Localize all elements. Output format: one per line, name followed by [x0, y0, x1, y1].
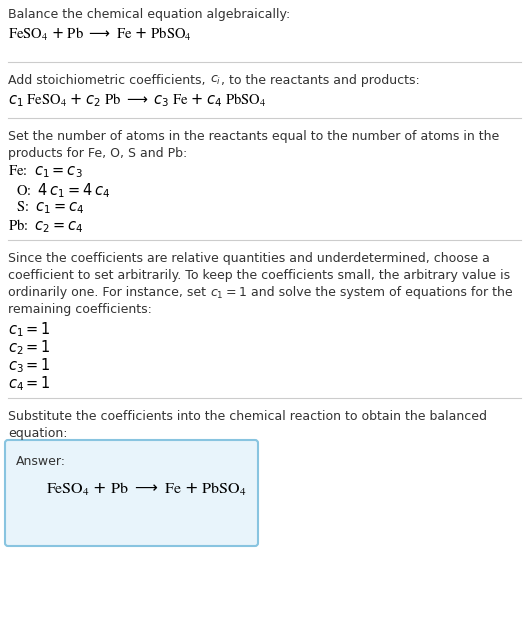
Text: Fe:  $c_1 = c_3$: Fe: $c_1 = c_3$ [8, 163, 83, 180]
Text: $\mathdefault{FeSO_4}$ $+$ Pb $\longrightarrow$ Fe $+$ $\mathdefault{PbSO_4}$: $\mathdefault{FeSO_4}$ $+$ Pb $\longrigh… [46, 481, 247, 498]
Text: coefficient to set arbitrarily. To keep the coefficients small, the arbitrary va: coefficient to set arbitrarily. To keep … [8, 269, 510, 282]
Text: Balance the chemical equation algebraically:: Balance the chemical equation algebraica… [8, 8, 290, 21]
FancyBboxPatch shape [5, 440, 258, 546]
Text: $c_3 = 1$: $c_3 = 1$ [8, 356, 51, 375]
Text: Add stoichiometric coefficients,: Add stoichiometric coefficients, [8, 74, 209, 87]
Text: $c_1 = 1$: $c_1 = 1$ [8, 320, 51, 339]
Text: $\mathdefault{FeSO_4}$ $+$ Pb $\longrightarrow$ Fe $+$ $\mathdefault{PbSO_4}$: $\mathdefault{FeSO_4}$ $+$ Pb $\longrigh… [8, 26, 192, 43]
Text: Pb:  $c_2 = c_4$: Pb: $c_2 = c_4$ [8, 217, 84, 234]
Text: $c_2 = 1$: $c_2 = 1$ [8, 338, 51, 357]
Text: products for Fe, O, S and Pb:: products for Fe, O, S and Pb: [8, 147, 187, 160]
Text: $c_4 = 1$: $c_4 = 1$ [8, 374, 51, 393]
Text: equation:: equation: [8, 427, 68, 440]
Text: Substitute the coefficients into the chemical reaction to obtain the balanced: Substitute the coefficients into the che… [8, 410, 487, 423]
Text: $c_1$ $\mathdefault{FeSO_4}$ $+$ $c_2$ $\mathdefault{Pb}$ $\longrightarrow$ $c_3: $c_1$ $\mathdefault{FeSO_4}$ $+$ $c_2$ $… [8, 91, 267, 108]
Text: Answer:: Answer: [16, 455, 66, 468]
Text: $c_i$: $c_i$ [209, 74, 221, 87]
Text: O:  $4\,c_1 = 4\,c_4$: O: $4\,c_1 = 4\,c_4$ [16, 181, 110, 200]
Text: $c_1 = 1$: $c_1 = 1$ [210, 286, 247, 301]
Text: and solve the system of equations for the: and solve the system of equations for th… [247, 286, 513, 299]
Text: S:  $c_1 = c_4$: S: $c_1 = c_4$ [16, 199, 85, 216]
Text: remaining coefficients:: remaining coefficients: [8, 303, 152, 316]
Text: Since the coefficients are relative quantities and underdetermined, choose a: Since the coefficients are relative quan… [8, 252, 490, 265]
Text: Set the number of atoms in the reactants equal to the number of atoms in the: Set the number of atoms in the reactants… [8, 130, 499, 143]
Text: , to the reactants and products:: , to the reactants and products: [221, 74, 419, 87]
Text: ordinarily one. For instance, set: ordinarily one. For instance, set [8, 286, 210, 299]
